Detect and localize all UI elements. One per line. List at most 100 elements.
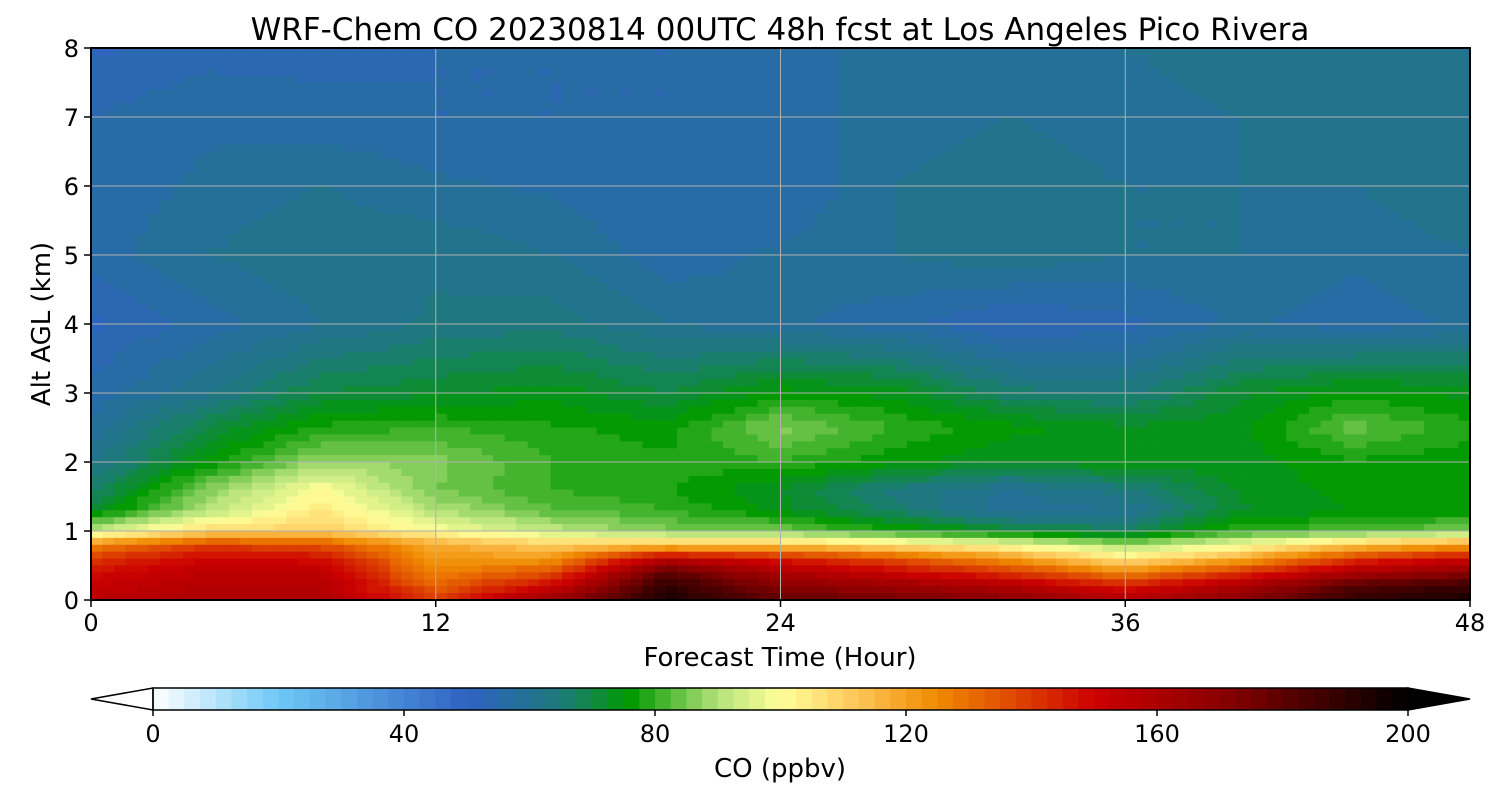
heat-cell <box>401 199 414 208</box>
heat-cell <box>619 227 632 235</box>
heat-cell <box>171 310 184 318</box>
heat-cell <box>1240 261 1253 270</box>
heat-cell <box>1125 310 1138 318</box>
heat-cell <box>619 248 632 256</box>
heat-cell <box>1343 48 1356 56</box>
heat-cell <box>883 144 897 153</box>
heat-cell <box>918 123 931 132</box>
heat-cell <box>883 68 897 77</box>
heat-cell <box>343 179 356 187</box>
heat-cell <box>1320 165 1333 173</box>
heat-cell <box>1044 54 1057 63</box>
heat-cell <box>746 227 759 235</box>
heat-cell <box>1378 144 1391 153</box>
heat-cell <box>1033 234 1046 242</box>
heat-cell <box>539 248 552 256</box>
heat-cell <box>780 48 793 56</box>
heat-cell <box>424 241 437 249</box>
heat-cell <box>1194 110 1207 118</box>
heat-cell <box>412 241 425 249</box>
heat-cell <box>493 241 506 249</box>
heat-cell <box>654 227 667 235</box>
heat-cell <box>217 234 230 242</box>
heat-cell <box>412 261 425 270</box>
heat-cell <box>941 75 954 84</box>
heat-cell <box>1378 268 1391 277</box>
heat-cell <box>1355 123 1368 132</box>
heat-cell <box>102 172 115 180</box>
heat-cell <box>1044 310 1057 318</box>
heat-cell <box>883 151 897 159</box>
heat-cell <box>860 68 874 77</box>
heat-cell <box>585 137 598 146</box>
heat-cell <box>906 261 919 270</box>
heat-cell <box>539 82 552 90</box>
heat-cell <box>1090 75 1103 84</box>
heat-cell <box>355 296 368 304</box>
heat-cell <box>1136 199 1149 208</box>
heat-cell <box>481 158 494 166</box>
heat-cell <box>1458 61 1471 70</box>
heat-cell <box>1171 186 1184 194</box>
heat-cell <box>1297 296 1310 304</box>
heat-cell <box>401 213 414 222</box>
heat-cell <box>332 68 345 77</box>
heat-cell <box>125 48 138 56</box>
heat-cell <box>470 117 483 125</box>
heat-cell <box>1159 144 1172 153</box>
heat-cell <box>1263 261 1276 270</box>
heat-cell <box>906 48 919 56</box>
heat-cell <box>906 192 919 201</box>
heat-cell <box>608 96 621 104</box>
heat-cell <box>1458 75 1471 84</box>
heat-cell <box>895 61 908 70</box>
heat-cell <box>631 130 644 139</box>
heat-cell <box>550 282 563 291</box>
heat-cell <box>435 227 448 235</box>
heat-cell <box>1217 82 1230 90</box>
heat-cell <box>1044 110 1057 118</box>
heat-cell <box>1228 151 1241 159</box>
heat-cell <box>481 317 494 325</box>
heat-cell <box>91 275 104 284</box>
heat-cell <box>791 192 805 201</box>
heat-cell <box>355 82 368 90</box>
heat-cell <box>619 61 632 70</box>
heat-cell <box>171 158 184 166</box>
heat-cell <box>1079 268 1092 277</box>
heat-cell <box>182 68 196 77</box>
heat-cell <box>539 75 552 84</box>
heat-cell <box>1171 324 1184 332</box>
heat-cell <box>1435 275 1448 284</box>
heat-cell <box>389 199 402 208</box>
heat-cell <box>596 268 609 277</box>
heat-cell <box>1079 261 1092 270</box>
heat-cell <box>113 117 127 125</box>
heat-cell <box>412 179 425 187</box>
heat-cell <box>1159 75 1172 84</box>
heat-cell <box>734 317 747 325</box>
heat-cell <box>1240 317 1253 325</box>
heat-cell <box>803 144 816 153</box>
heat-cell <box>1435 282 1448 291</box>
heat-cell <box>205 110 219 118</box>
heat-cell <box>159 310 173 318</box>
heat-cell <box>470 234 483 242</box>
heat-cell <box>1458 123 1471 132</box>
heat-cell <box>711 68 724 77</box>
heat-cell <box>424 206 437 215</box>
heat-cell <box>918 303 931 311</box>
heat-cell <box>665 303 678 311</box>
heat-cell <box>688 234 701 242</box>
heat-cell <box>1389 227 1402 235</box>
heat-cell <box>665 296 678 304</box>
heat-cell <box>1033 130 1046 139</box>
heat-cell <box>1355 48 1368 56</box>
heat-cell <box>343 48 356 56</box>
heat-cell <box>1217 268 1230 277</box>
heat-cell <box>1102 137 1115 146</box>
heat-cell <box>102 248 115 256</box>
heat-cell <box>1228 289 1241 297</box>
heat-cell <box>1447 89 1460 97</box>
heat-cell <box>746 54 759 63</box>
